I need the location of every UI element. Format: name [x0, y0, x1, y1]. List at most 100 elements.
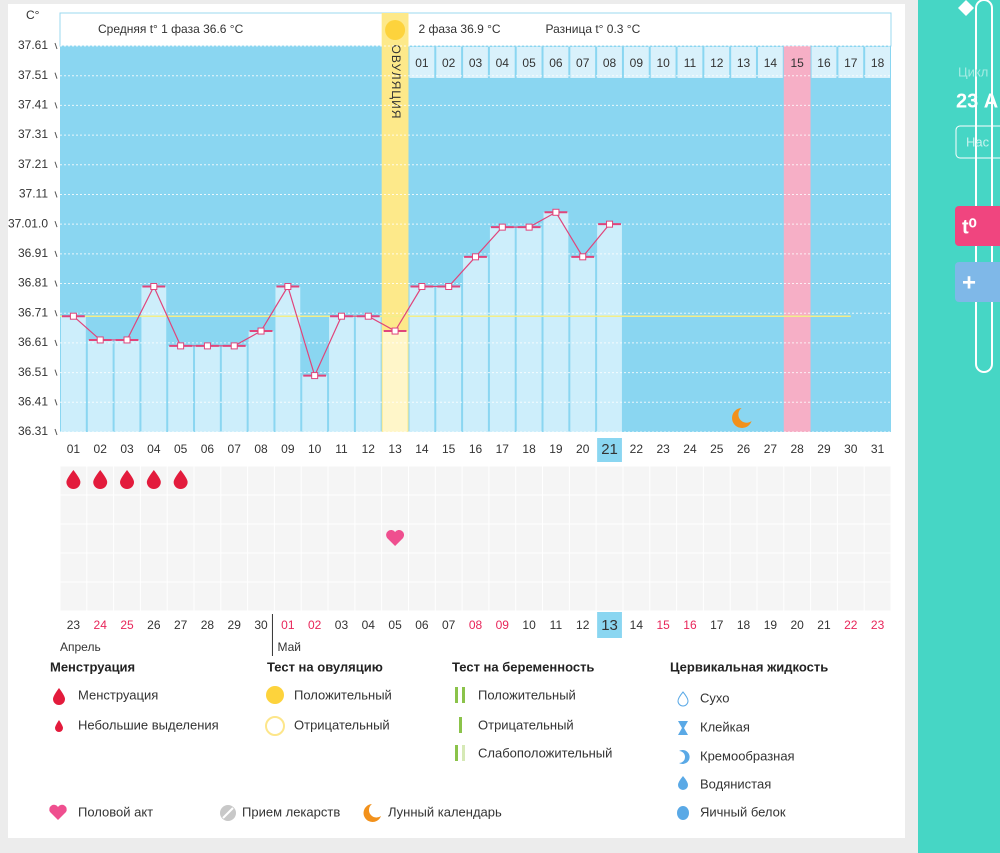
- legend-title: Тест на беременность: [452, 659, 594, 674]
- event-cell: [221, 524, 248, 553]
- event-cell: [328, 553, 355, 582]
- event-cell: [757, 495, 784, 524]
- event-cell: [569, 524, 596, 553]
- y-tick: [54, 102, 58, 109]
- event-cell: [784, 466, 811, 495]
- event-cell: [301, 582, 328, 611]
- temp-point: [418, 283, 426, 291]
- y-tick-label: 36.71: [18, 305, 48, 319]
- event-cell: [355, 495, 382, 524]
- event-cell: [274, 553, 301, 582]
- event-cell: [569, 495, 596, 524]
- x-tick-label: 05: [174, 442, 188, 456]
- event-cell: [837, 553, 864, 582]
- event-cell: [248, 553, 274, 582]
- phase2-day-cell: [516, 47, 542, 78]
- date-label: 17: [710, 618, 724, 632]
- date-label: 16: [683, 618, 697, 632]
- temp-button[interactable]: [955, 206, 1000, 246]
- event-cell: [328, 466, 355, 495]
- moon-icon: [732, 408, 752, 428]
- temp-point: [364, 312, 372, 320]
- phase2-day: 05: [522, 56, 536, 70]
- phase2-day: 07: [576, 56, 590, 70]
- x-tick-label: 30: [844, 442, 858, 456]
- y-tick-label: 37.21: [18, 157, 48, 171]
- event-cell: [60, 495, 87, 524]
- phase2-day-cell: [436, 47, 462, 78]
- date-label: 11: [550, 618, 563, 632]
- temp-bar: [221, 345, 247, 432]
- event-cell: [543, 466, 569, 495]
- side-icon: [958, 0, 974, 16]
- temp-bar: [570, 256, 596, 432]
- legend-item: Менструация: [78, 687, 158, 702]
- legend-title: Тест на овуляцию: [267, 659, 383, 674]
- event-cell: [221, 582, 248, 611]
- header: [59, 12, 892, 47]
- event-cell: [677, 582, 703, 611]
- intercourse-icon: [386, 530, 405, 546]
- event-cell: [221, 553, 248, 582]
- date-label: 27: [174, 618, 188, 632]
- y-tick: [54, 428, 58, 436]
- legend-title: Цервикальная жидкость: [670, 659, 828, 674]
- settings-button[interactable]: [955, 125, 1000, 159]
- event-cell: [677, 495, 703, 524]
- add-button[interactable]: [955, 262, 1000, 302]
- event-cell: [811, 582, 837, 611]
- temp-point: [150, 283, 158, 291]
- phase2-day: 12: [710, 56, 724, 70]
- x-tick-label: 20: [576, 442, 590, 456]
- temp-point: [69, 312, 77, 320]
- menstruation-icon: [173, 470, 188, 490]
- x-tick-label: 08: [254, 442, 268, 456]
- event-cell: [248, 524, 274, 553]
- y-tick-label: 36.81: [18, 276, 48, 290]
- y-tick: [54, 161, 58, 168]
- cycle-date: 23 А: [956, 90, 998, 112]
- temp-point: [96, 336, 104, 344]
- event-cell: [864, 524, 891, 553]
- temp-bar: [329, 316, 354, 432]
- phase1-label: Средняя t° 1 фаза 36.6 °C: [98, 22, 244, 36]
- phase2-day-cell: [677, 47, 703, 78]
- x-tick-label: 29: [817, 442, 831, 456]
- x-tick-label: 18: [522, 442, 536, 456]
- event-cell: [730, 524, 757, 553]
- y-tick: [54, 310, 58, 317]
- date-label: 20: [790, 618, 804, 632]
- event-cell: [703, 553, 730, 582]
- event-cell: [194, 466, 221, 495]
- legend-icon: [49, 804, 67, 820]
- event-cell: [596, 495, 623, 524]
- event-cell: [543, 553, 569, 582]
- event-cell: [757, 553, 784, 582]
- x-tick-label: 27: [764, 442, 778, 456]
- event-cell: [435, 524, 462, 553]
- x-tick-label: 22: [630, 442, 644, 456]
- event-cell: [837, 524, 864, 553]
- date-label: 25: [120, 618, 134, 632]
- date-label: 05: [388, 618, 402, 632]
- date-label: 26: [147, 618, 161, 632]
- legend-icon: [462, 687, 465, 703]
- event-cell: [730, 466, 757, 495]
- phase2-day: 14: [764, 56, 778, 70]
- x-tick-label: 12: [362, 442, 376, 456]
- event-cell: [757, 582, 784, 611]
- x-tick-label: 03: [120, 442, 134, 456]
- scrollbar[interactable]: [975, 0, 993, 373]
- event-cell: [408, 495, 435, 524]
- phase2-day: 08: [603, 56, 617, 70]
- event-cell: [596, 524, 623, 553]
- event-cell: [837, 495, 864, 524]
- y-tick: [54, 339, 58, 347]
- x-tick-label: 07: [228, 442, 242, 456]
- marked-day-column: [783, 46, 811, 432]
- event-cell: [730, 582, 757, 611]
- event-cell: [382, 495, 408, 524]
- event-cell: [516, 466, 543, 495]
- event-cell: [221, 466, 248, 495]
- y-tick: [54, 280, 58, 287]
